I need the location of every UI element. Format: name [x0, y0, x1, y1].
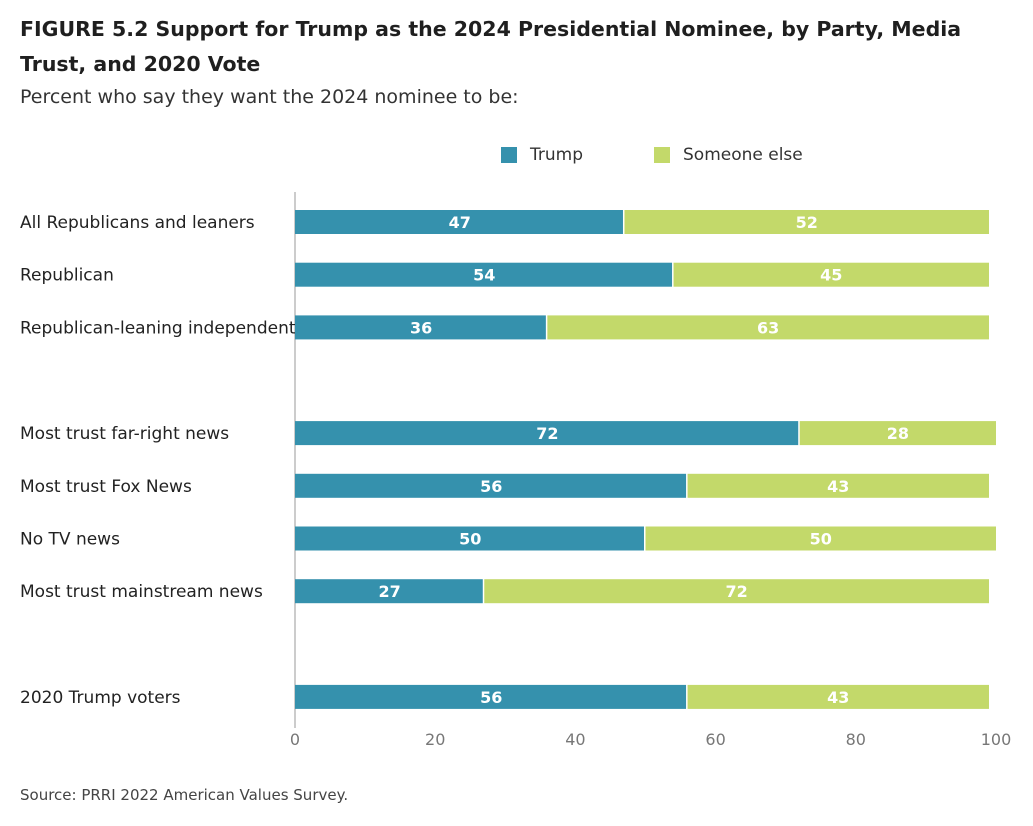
chart-subtitle: Percent who say they want the 2024 nomin…	[20, 86, 519, 108]
bar-trump	[295, 684, 687, 709]
bar-someone-else	[673, 262, 989, 287]
value-label-trump: 36	[410, 318, 432, 337]
category-label: Republican	[20, 266, 114, 286]
legend-label-someone-else: Someone else	[683, 145, 803, 165]
bar-trump	[295, 421, 799, 446]
category-label: Most trust Fox News	[20, 477, 192, 497]
x-tick-label: 0	[290, 730, 300, 749]
value-label-someone-else: 50	[810, 530, 832, 549]
bar-trump	[295, 262, 673, 287]
bar-trump	[295, 526, 644, 551]
bar-someone-else	[624, 210, 989, 234]
value-label-someone-else: 45	[820, 266, 842, 285]
value-label-trump: 56	[480, 688, 502, 707]
value-label-someone-else: 28	[887, 424, 909, 443]
x-tick-label: 100	[981, 730, 1012, 749]
value-label-trump: 27	[379, 582, 401, 601]
category-label: Republican-leaning independent	[20, 318, 296, 338]
source-note: Source: PRRI 2022 American Values Survey…	[20, 786, 349, 804]
value-label-someone-else: 52	[796, 213, 818, 232]
value-label-trump: 54	[473, 266, 495, 285]
x-tick-label: 40	[565, 730, 585, 749]
value-label-trump: 47	[449, 213, 471, 232]
value-label-someone-else: 72	[725, 582, 747, 601]
bar-someone-else	[687, 473, 989, 498]
stacked-bar-chart: All Republicans and leaners 47 52 Republica…	[20, 192, 1012, 749]
value-label-someone-else: 43	[827, 477, 849, 496]
bar-someone-else	[484, 579, 989, 604]
value-label-trump: 72	[536, 424, 558, 443]
bar-trump	[295, 579, 483, 604]
bar-someone-else	[687, 684, 989, 709]
category-label: No TV news	[20, 530, 120, 550]
legend-swatch-someone-else	[654, 147, 670, 163]
category-label: Most trust far-right news	[20, 424, 229, 444]
value-label-trump: 56	[480, 477, 502, 496]
value-label-trump: 50	[459, 530, 481, 549]
category-label: Most trust mainstream news	[20, 582, 263, 602]
x-tick-label: 20	[425, 730, 445, 749]
legend-label-trump: Trump	[530, 145, 584, 165]
category-label: All Republicans and leaners	[20, 213, 255, 233]
bar-trump	[295, 210, 623, 234]
chart-title: FIGURE 5.2 Support for Trump as the 2024…	[20, 17, 962, 76]
legend-item-trump: Trump	[501, 145, 583, 165]
legend: Trump Someone else	[0, 145, 1033, 171]
legend-swatch-trump	[501, 147, 517, 163]
x-tick-label: 60	[705, 730, 725, 749]
bar-someone-else	[547, 315, 989, 340]
legend-item-someone-else: Someone else	[654, 145, 803, 165]
bar-someone-else	[799, 421, 996, 446]
bar-someone-else	[645, 526, 996, 551]
bar-trump	[295, 315, 546, 340]
value-label-someone-else: 63	[757, 318, 779, 337]
x-tick-label: 80	[846, 730, 866, 749]
bar-trump	[295, 473, 687, 498]
category-label: 2020 Trump voters	[20, 688, 181, 708]
value-label-someone-else: 43	[827, 688, 849, 707]
